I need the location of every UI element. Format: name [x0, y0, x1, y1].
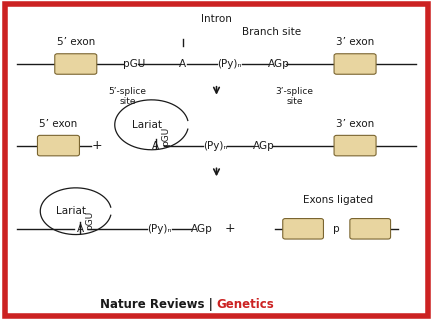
Text: pGU: pGU: [85, 211, 94, 230]
Text: Branch site: Branch site: [242, 27, 302, 37]
Text: AGp: AGp: [268, 59, 289, 69]
FancyBboxPatch shape: [37, 135, 80, 156]
FancyBboxPatch shape: [55, 54, 97, 74]
Text: Lariat: Lariat: [132, 120, 162, 130]
Text: p: p: [333, 224, 340, 234]
Text: AGp: AGp: [253, 140, 275, 151]
Text: Intron: Intron: [201, 14, 232, 24]
Text: 5’ exon: 5’ exon: [57, 37, 95, 47]
Text: Nature Reviews |: Nature Reviews |: [100, 298, 216, 311]
FancyBboxPatch shape: [334, 54, 376, 74]
Text: AGp: AGp: [191, 224, 212, 234]
Text: (Py)ₙ: (Py)ₙ: [203, 140, 227, 151]
Text: pGU: pGU: [123, 59, 145, 69]
Text: A: A: [77, 224, 84, 234]
Text: (Py)ₙ: (Py)ₙ: [147, 224, 172, 234]
Text: Genetics: Genetics: [216, 298, 274, 311]
Text: 5’-splice
site: 5’-splice site: [109, 87, 147, 107]
Text: Exons ligated: Exons ligated: [303, 195, 373, 205]
Text: A: A: [179, 59, 186, 69]
Text: Lariat: Lariat: [56, 206, 87, 216]
FancyBboxPatch shape: [334, 135, 376, 156]
Text: 5’ exon: 5’ exon: [39, 119, 78, 129]
Text: (Py)ₙ: (Py)ₙ: [217, 59, 242, 69]
Text: 3’-splice
site: 3’-splice site: [275, 87, 313, 107]
Text: 3’ exon: 3’ exon: [336, 119, 374, 129]
Text: +: +: [92, 139, 103, 152]
Text: +: +: [224, 222, 235, 235]
FancyBboxPatch shape: [350, 219, 391, 239]
Text: A: A: [152, 140, 159, 151]
Text: pGU: pGU: [161, 126, 170, 146]
FancyBboxPatch shape: [283, 219, 323, 239]
Text: 3’ exon: 3’ exon: [336, 37, 374, 47]
